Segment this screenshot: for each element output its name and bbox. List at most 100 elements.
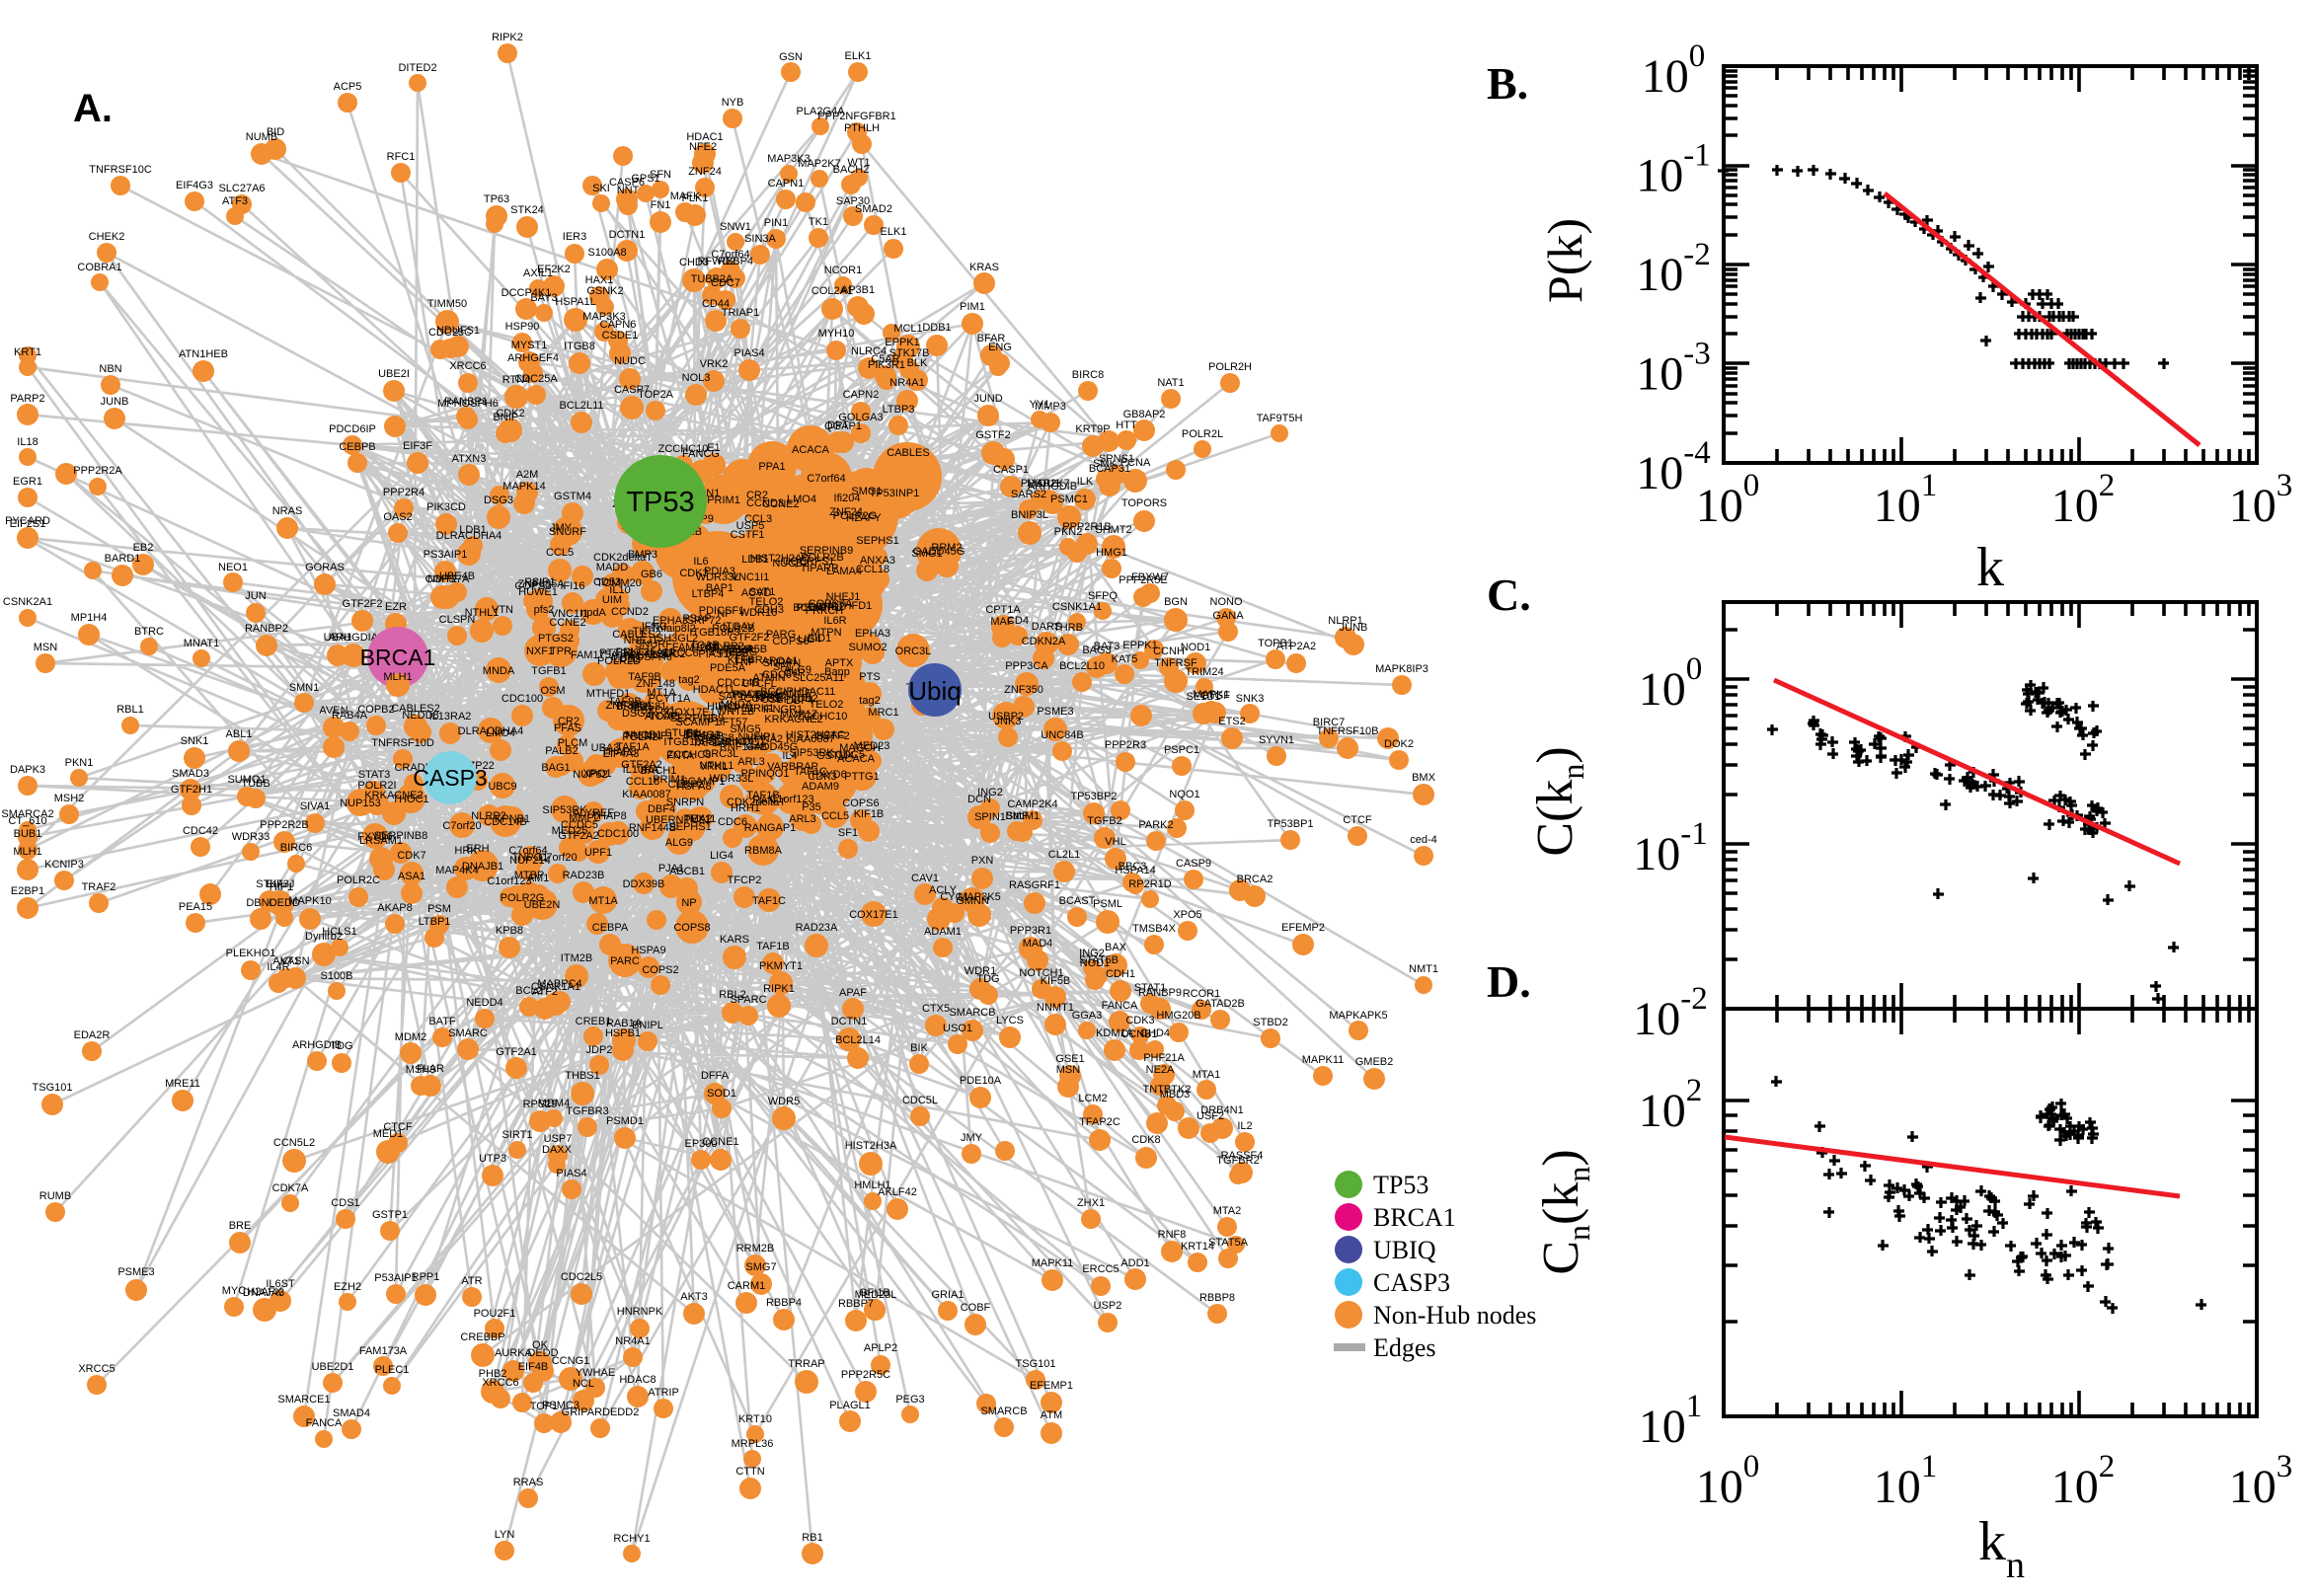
svg-text:KIF5B: KIF5B (1041, 975, 1071, 987)
svg-text:HMLH1: HMLH1 (854, 1179, 890, 1191)
svg-text:CTCFL: CTCFL (741, 678, 776, 690)
svg-text:DFFA: DFFA (701, 1070, 730, 1082)
svg-text:PPA1: PPA1 (758, 461, 785, 473)
svg-text:MMP17: MMP17 (780, 709, 817, 721)
svg-text:TDG: TDG (976, 973, 999, 985)
svg-text:DLRACDHA4: DLRACDHA4 (458, 725, 524, 737)
svg-text:SUMO1: SUMO1 (227, 774, 266, 786)
svg-text:ELK1: ELK1 (881, 226, 907, 238)
svg-text:AM1: AM1 (527, 873, 550, 884)
svg-text:POLR2G: POLR2G (833, 510, 878, 522)
svg-text:HUWE1: HUWE1 (518, 586, 558, 598)
svg-text:ENG: ENG (988, 342, 1012, 353)
svg-text:BAG3: BAG3 (1082, 645, 1111, 656)
svg-text:PSME3: PSME3 (1037, 706, 1073, 718)
svg-text:HIP1: HIP1 (270, 881, 293, 893)
svg-text:PPP2R2A: PPP2R2A (73, 465, 122, 477)
svg-text:C5AR: C5AR (871, 353, 899, 365)
svg-text:GMNN: GMNN (956, 895, 989, 907)
svg-text:MABPC4: MABPC4 (537, 978, 581, 990)
svg-text:EIF2S1: EIF2S1 (10, 518, 46, 530)
svg-text:NNT: NNT (617, 185, 640, 196)
svg-text:MED23: MED23 (854, 740, 890, 752)
svg-text:CDC100: CDC100 (502, 693, 543, 705)
svg-text:CEBPB: CEBPB (339, 441, 375, 453)
svg-text:CEBPA: CEBPA (592, 922, 629, 934)
svg-text:MAPK1: MAPK1 (1193, 689, 1229, 701)
svg-text:H2AFY: H2AFY (691, 643, 727, 654)
svg-text:CCND2: CCND2 (808, 601, 845, 613)
svg-text:RRM2B: RRM2B (736, 1243, 775, 1254)
svg-text:RAB4A: RAB4A (332, 710, 368, 722)
svg-text:GSTF2: GSTF2 (814, 730, 849, 742)
svg-text:E2BP1: E2BP1 (11, 885, 44, 897)
svg-text:TOPB1: TOPB1 (1258, 638, 1293, 649)
svg-text:HSPA14: HSPA14 (1115, 865, 1155, 876)
svg-text:TAF9T5H: TAF9T5H (1257, 413, 1303, 424)
svg-text:A.: A. (73, 87, 113, 130)
svg-text:HDAC11: HDAC11 (693, 684, 735, 696)
svg-text:COPS6: COPS6 (842, 798, 879, 809)
svg-text:MED1: MED1 (373, 1128, 404, 1140)
svg-text:MSH2: MSH2 (54, 793, 85, 804)
svg-text:ARHGDIB: ARHGDIB (1028, 481, 1077, 493)
svg-text:IL13RA2: IL13RA2 (429, 711, 472, 722)
svg-text:SUMO2: SUMO2 (848, 642, 887, 653)
svg-text:USO1: USO1 (943, 1023, 972, 1034)
svg-text:Ubiq: Ubiq (908, 676, 961, 706)
svg-text:GTF2A1: GTF2A1 (496, 1046, 537, 1058)
svg-text:ILK: ILK (1077, 476, 1094, 488)
svg-text:RANGAP1: RANGAP1 (744, 822, 797, 834)
svg-text:MP1H4: MP1H4 (71, 612, 108, 624)
svg-text:MAPK14: MAPK14 (502, 481, 545, 493)
svg-text:SERPINB9: SERPINB9 (670, 713, 724, 724)
svg-text:ACLY: ACLY (929, 884, 958, 896)
svg-text:PIK3CD: PIK3CD (426, 501, 466, 513)
svg-text:ALYREF: ALYREF (573, 807, 614, 819)
svg-text:SF1: SF1 (773, 661, 793, 673)
svg-text:TGFB1: TGFB1 (531, 665, 566, 677)
svg-text:JNK3: JNK3 (995, 716, 1022, 727)
svg-text:TKT: TKT (633, 626, 654, 638)
svg-text:BNIPL: BNIPL (632, 1020, 663, 1031)
svg-text:MAP4K4: MAP4K4 (435, 865, 478, 876)
svg-text:AURKA: AURKA (495, 1347, 533, 1359)
svg-text:C1orf123: C1orf123 (769, 794, 813, 805)
svg-text:ATRIP: ATRIP (648, 1387, 679, 1399)
svg-text:NE2A: NE2A (1146, 1064, 1175, 1076)
svg-text:TP53: TP53 (626, 487, 694, 518)
svg-text:TAF1B: TAF1B (756, 941, 789, 952)
svg-text:TEX11: TEX11 (684, 813, 717, 825)
svg-text:TAF1A: TAF1A (692, 737, 726, 749)
svg-text:H2AFX: H2AFX (247, 1286, 282, 1298)
svg-text:ERCC5: ERCC5 (1082, 1263, 1119, 1275)
svg-text:BCCIP: BCCIP (760, 686, 794, 698)
svg-text:RAD23A: RAD23A (796, 922, 838, 934)
svg-text:FAM173A: FAM173A (359, 1345, 408, 1357)
svg-text:UQCRFS1: UQCRFS1 (783, 556, 835, 568)
svg-text:FANCA: FANCA (1102, 1000, 1138, 1012)
svg-text:HSPA9: HSPA9 (631, 945, 665, 956)
svg-text:PPP2R5E: PPP2R5E (1119, 574, 1168, 586)
svg-text:COPS7A: COPS7A (809, 598, 853, 610)
svg-text:OAS2: OAS2 (383, 511, 412, 523)
svg-text:CABLES2: CABLES2 (612, 629, 661, 641)
svg-text:MRE11: MRE11 (165, 1078, 200, 1090)
svg-text:RAD51L1: RAD51L1 (733, 689, 780, 701)
svg-text:PIYOU1: PIYOU1 (1021, 478, 1060, 490)
svg-text:Banp: Banp (824, 666, 850, 678)
svg-text:COPS2: COPS2 (743, 693, 780, 705)
svg-text:DITED2: DITED2 (398, 62, 436, 74)
svg-text:WNT2B: WNT2B (717, 706, 755, 718)
svg-text:IL6R: IL6R (823, 615, 846, 627)
svg-text:MTA2: MTA2 (1213, 1205, 1242, 1217)
svg-text:TNF: TNF (733, 656, 755, 668)
svg-text:EPPK1: EPPK1 (885, 337, 919, 348)
svg-text:ZNF148: ZNF148 (636, 678, 675, 690)
svg-text:MAPK10: MAPK10 (288, 895, 331, 907)
svg-text:VASN: VASN (280, 955, 309, 967)
svg-text:PIAS1: PIAS1 (698, 648, 729, 660)
svg-text:KRT2: KRT2 (755, 692, 783, 704)
svg-text:RBM8A: RBM8A (744, 845, 783, 857)
svg-text:GB8AP2: GB8AP2 (1123, 409, 1166, 420)
